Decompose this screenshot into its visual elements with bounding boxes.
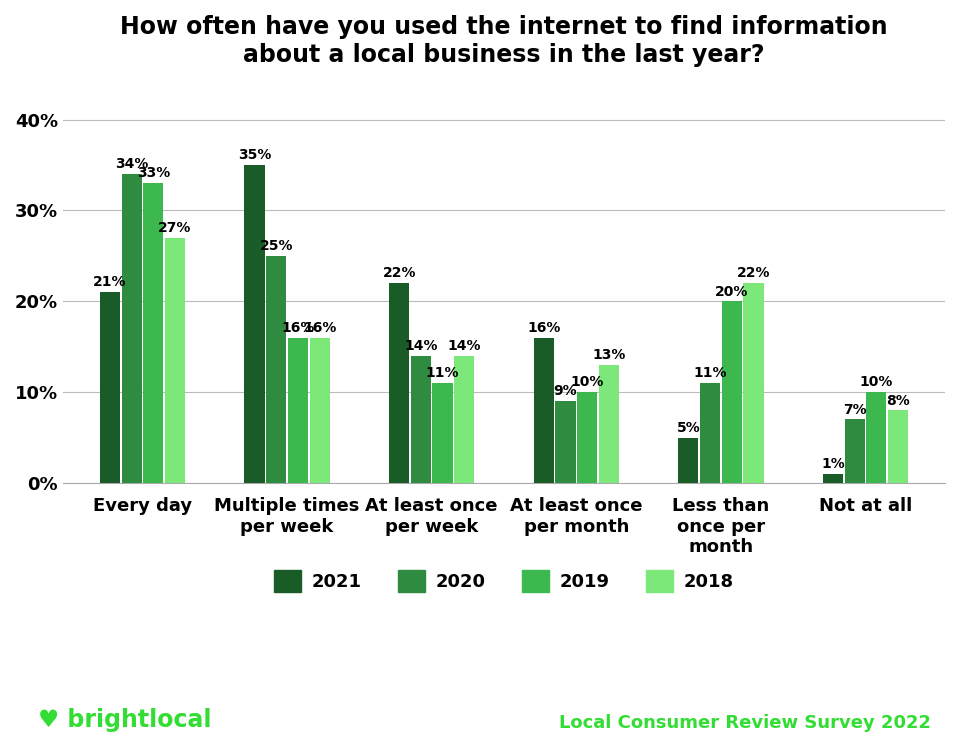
Bar [266,256,286,483]
Bar [389,283,409,483]
Bar [888,410,908,483]
Bar [823,473,843,483]
Text: 11%: 11% [426,367,459,380]
Bar [577,392,597,483]
Text: ♥ brightlocal: ♥ brightlocal [38,708,212,732]
Text: 8%: 8% [886,393,910,408]
Bar [555,401,576,483]
Bar [100,292,120,483]
Text: 16%: 16% [281,321,315,335]
Text: 33%: 33% [136,167,170,180]
Text: 21%: 21% [93,275,127,289]
Text: 14%: 14% [404,339,438,353]
Text: 10%: 10% [859,375,893,390]
Text: 13%: 13% [592,348,626,362]
Bar [165,238,185,483]
Bar [678,438,699,483]
Bar [845,420,865,483]
Bar [599,365,619,483]
Bar [122,174,142,483]
Text: 27%: 27% [158,221,192,235]
Bar [245,165,265,483]
Text: 34%: 34% [115,157,149,171]
Text: 22%: 22% [382,266,416,280]
Text: 16%: 16% [527,321,561,335]
Text: Local Consumer Review Survey 2022: Local Consumer Review Survey 2022 [559,714,931,732]
Legend: 2021, 2020, 2019, 2018: 2021, 2020, 2019, 2018 [267,562,741,599]
Text: 10%: 10% [570,375,604,390]
Bar [143,183,163,483]
Text: 5%: 5% [677,421,700,435]
Text: 35%: 35% [238,148,272,162]
Text: 20%: 20% [715,284,749,298]
Bar [411,356,431,483]
Text: 14%: 14% [447,339,481,353]
Text: 9%: 9% [554,384,577,399]
Bar [309,337,329,483]
Bar [454,356,474,483]
Text: 7%: 7% [843,402,867,417]
Bar [432,383,453,483]
Text: 25%: 25% [259,239,293,253]
Text: 16%: 16% [303,321,336,335]
Bar [700,383,720,483]
Text: 11%: 11% [693,367,727,380]
Text: 1%: 1% [821,457,845,471]
Bar [743,283,763,483]
Bar [534,337,554,483]
Text: 22%: 22% [736,266,770,280]
Bar [722,301,742,483]
Bar [866,392,886,483]
Bar [288,337,308,483]
Title: How often have you used the internet to find information
about a local business : How often have you used the internet to … [120,15,888,67]
